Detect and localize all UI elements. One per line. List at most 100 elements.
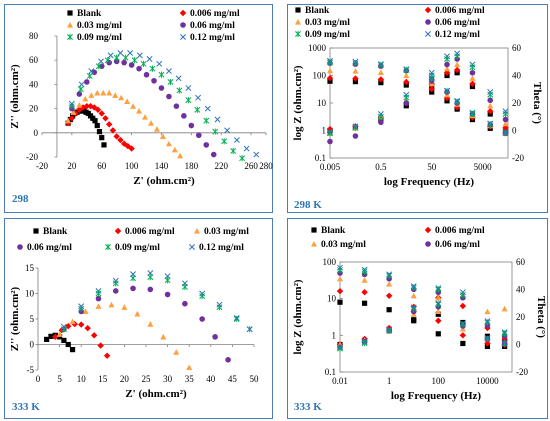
data-point — [176, 87, 183, 94]
data-point — [69, 347, 76, 353]
theta-point — [411, 317, 417, 323]
theta-point — [453, 66, 461, 74]
data-point — [112, 277, 119, 284]
series-0-006-mg-ml — [64, 102, 135, 152]
theta-point — [377, 111, 384, 117]
data-point — [167, 78, 174, 86]
data-point — [56, 331, 63, 337]
x-axis-title: Z' (ohm.cm²) — [125, 388, 187, 400]
legend-marker — [424, 6, 432, 14]
data-point — [239, 155, 246, 162]
theta-point — [352, 123, 359, 130]
legend-marker — [105, 243, 111, 251]
theta-point — [386, 326, 393, 333]
data-point — [148, 120, 155, 126]
theta-point — [444, 53, 450, 60]
data-point — [84, 324, 91, 332]
data-point — [104, 57, 111, 64]
panel-frame — [4, 218, 273, 419]
theta-point — [410, 304, 417, 311]
x-tick-label: 0.5 — [375, 162, 387, 172]
logz-point — [410, 292, 417, 299]
data-point — [212, 334, 218, 340]
logz-point — [377, 76, 385, 83]
legend-label: 0.09 mg/ml — [305, 30, 350, 40]
data-point — [65, 117, 72, 124]
logz-point — [337, 299, 343, 305]
data-point — [98, 58, 104, 65]
temperature-label: 298 — [12, 193, 29, 205]
theta-point — [454, 61, 461, 68]
theta-point — [487, 97, 494, 104]
data-point — [253, 151, 260, 158]
logz-point — [410, 283, 417, 290]
data-point — [113, 133, 120, 140]
data-point — [147, 321, 154, 327]
y-tick-label: 1 — [322, 126, 327, 136]
theta-point — [327, 138, 333, 145]
theta-point — [454, 50, 461, 57]
legend-marker — [114, 227, 122, 235]
theta-point — [484, 308, 491, 315]
theta-point — [444, 61, 450, 68]
data-point — [117, 136, 124, 144]
logz-point — [428, 85, 435, 93]
theta-point — [487, 102, 494, 109]
data-point — [101, 142, 107, 148]
y-axis-title: Z'' (ohm.cm²) — [9, 64, 21, 129]
x-tick-label: 280 — [259, 161, 273, 171]
y-tick-label: 60 — [29, 55, 39, 65]
logz-point — [327, 67, 333, 74]
y2-tick-label: 20 — [512, 98, 522, 108]
y2-tick-label: -20 — [512, 153, 524, 163]
theta-point — [459, 289, 466, 296]
legend-label: 0.006 mg/ml — [435, 226, 485, 236]
legend-label: 0.006 mg/ml — [435, 6, 485, 16]
x-tick-label: 1 — [387, 376, 392, 386]
legend-marker — [311, 241, 317, 247]
data-point — [203, 142, 210, 148]
y-tick-label: 100 — [323, 257, 337, 267]
data-point — [122, 54, 129, 61]
logz-point — [326, 74, 334, 82]
chart-panel-p4: 0.01 1 100 10000 0.1 1 10 100 -20 0 20 40 60 Theta (°… — [287, 218, 548, 419]
legend-label: Blank — [43, 227, 68, 237]
x-tick-label: 45 — [228, 374, 238, 384]
data-point — [130, 285, 136, 292]
temperature-label: 298 K — [294, 199, 322, 211]
legend-label: 0.03 mg/ml — [204, 227, 249, 237]
chart-panel-p2: 0.005 0.5 50 5000 0.1 1 10 100 1000 -20 0 20 40 60 The… — [287, 4, 548, 213]
theta-point — [487, 108, 494, 115]
data-point — [214, 116, 221, 123]
data-point — [98, 110, 105, 117]
theta-point — [435, 294, 442, 301]
data-point — [175, 75, 182, 82]
y-axis-title: Z'' (ohm.cm²) — [9, 286, 21, 351]
logz-point — [336, 287, 344, 295]
legend-marker — [425, 31, 431, 37]
data-point — [113, 54, 120, 61]
x-tick-label: 10 — [77, 374, 87, 384]
chart-panel-p1: -20 20 60 100 140 180 220 260 280 -20 0 20 40 60 80 Z' … — [4, 4, 273, 213]
data-point — [181, 280, 188, 287]
theta-point — [352, 133, 359, 139]
data-point — [147, 286, 154, 293]
x-tick-label: 25 — [142, 374, 152, 384]
logz-point — [459, 332, 467, 339]
data-point — [127, 49, 134, 56]
data-point — [147, 270, 154, 277]
data-point — [79, 104, 87, 111]
x-tick-label: 220 — [214, 161, 228, 171]
data-point — [76, 101, 83, 108]
legend-label: 0.006 mg/ml — [190, 9, 240, 19]
data-point — [124, 98, 131, 104]
x-tick-label: 35 — [185, 374, 195, 384]
data-point — [102, 115, 109, 122]
legend-label: 0.09 mg/ml — [77, 33, 122, 43]
data-point — [69, 318, 76, 325]
legend-marker — [425, 241, 431, 247]
x-tick-label: 10000 — [476, 376, 499, 386]
data-point — [109, 127, 117, 134]
theta-point — [501, 305, 508, 312]
data-point — [130, 271, 136, 278]
